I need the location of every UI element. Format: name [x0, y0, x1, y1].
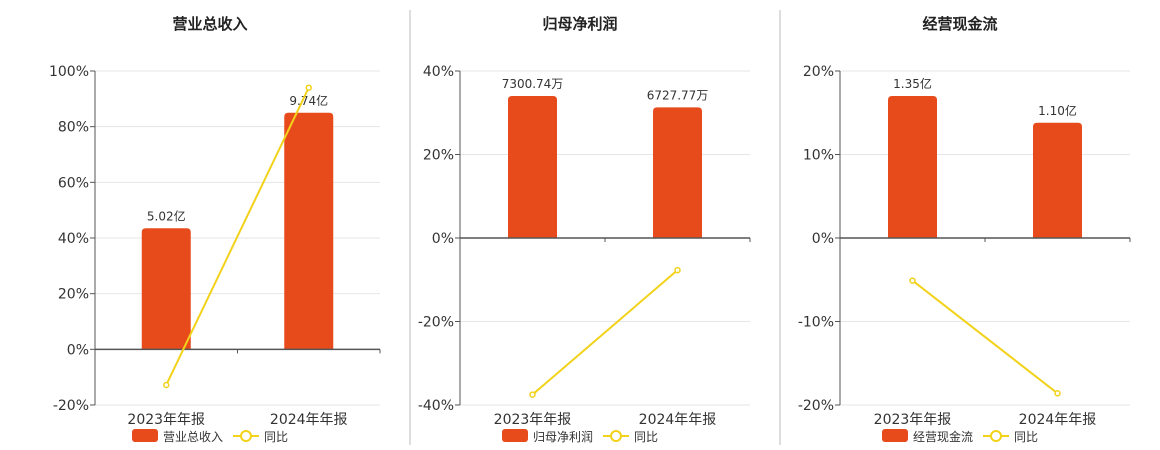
line-point — [1054, 390, 1061, 397]
legend-swatch-bar — [502, 429, 528, 442]
bar — [284, 112, 334, 350]
x-tick-label: 2024年年报 — [639, 412, 717, 428]
legend-swatch-marker — [240, 430, 252, 442]
legend-label-bar: 经营现金流 — [913, 429, 973, 444]
legend-label-line: 同比 — [1014, 430, 1038, 444]
legend-label-bar: 营业总收入 — [163, 430, 223, 444]
chart-title: 营业总收入 — [172, 15, 247, 33]
y-tick-label: -20% — [53, 398, 89, 414]
y-tick-label: 10% — [803, 148, 834, 164]
y-tick-label: 0% — [812, 231, 834, 247]
legend-label-bar: 归母净利润 — [533, 430, 593, 444]
line-point — [674, 266, 681, 274]
bar — [653, 107, 702, 238]
y-tick-label: -20% — [418, 315, 454, 331]
y-tick-label: 40% — [423, 64, 454, 80]
y-tick-label: 20% — [423, 148, 454, 164]
y-tick-label: -10% — [798, 315, 834, 331]
y-tick-label: 20% — [803, 64, 834, 80]
chart-title: 归母净利润 — [542, 15, 617, 33]
bar — [888, 96, 937, 238]
bar-data-label: 1.35亿 — [893, 76, 932, 91]
line-series-yoy — [531, 269, 679, 396]
y-tick-label: 60% — [58, 175, 89, 191]
bar — [508, 96, 557, 238]
chart-title: 经营现金流 — [922, 15, 997, 33]
legend-label-line: 同比 — [634, 430, 658, 444]
line-series-yoy — [911, 279, 1059, 395]
line-series-yoy — [165, 87, 310, 386]
legend-swatch-marker — [610, 430, 622, 442]
bar-data-label: 7300.74万 — [502, 77, 564, 91]
legend-swatch-bar — [882, 429, 908, 442]
y-tick-label: -40% — [418, 398, 454, 414]
line-point — [909, 277, 916, 284]
x-tick-label: 2023年年报 — [874, 412, 952, 428]
y-tick-label: 100% — [49, 64, 89, 80]
x-tick-label: 2024年年报 — [270, 412, 348, 428]
x-tick-label: 2023年年报 — [494, 412, 572, 428]
x-tick-label: 2024年年报 — [1019, 412, 1097, 428]
y-tick-label: 40% — [58, 231, 89, 247]
legend-swatch-marker — [990, 430, 1002, 442]
line-point — [163, 381, 170, 389]
line-point — [305, 84, 312, 91]
bar-data-label: 5.02亿 — [147, 208, 186, 223]
y-tick-label: 0% — [67, 342, 89, 358]
y-tick-label: 80% — [58, 120, 89, 136]
legend-label-line: 同比 — [264, 430, 288, 444]
line-point — [529, 391, 536, 398]
y-tick-label: -20% — [798, 398, 834, 414]
bar-data-label: 1.10亿 — [1038, 103, 1077, 118]
y-tick-label: 0% — [432, 231, 454, 247]
y-tick-label: 20% — [58, 287, 89, 303]
legend-swatch-bar — [132, 429, 158, 442]
bar-data-label: 6727.77万 — [647, 88, 709, 102]
x-tick-label: 2023年年报 — [127, 412, 205, 428]
bar — [141, 228, 191, 350]
bar — [1033, 122, 1082, 238]
bar-data-label: 9.74亿 — [289, 93, 328, 108]
